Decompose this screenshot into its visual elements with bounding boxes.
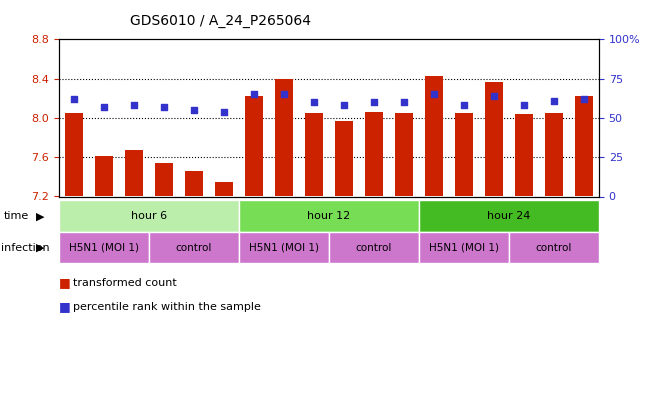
Point <box>158 104 169 110</box>
Text: H5N1 (MOI 1): H5N1 (MOI 1) <box>68 242 139 253</box>
Point <box>579 96 589 102</box>
Text: H5N1 (MOI 1): H5N1 (MOI 1) <box>249 242 319 253</box>
Text: hour 24: hour 24 <box>487 211 531 221</box>
Text: control: control <box>536 242 572 253</box>
Bar <box>185 171 202 196</box>
Point <box>458 102 469 108</box>
Bar <box>245 96 263 196</box>
Point <box>128 102 139 108</box>
Point <box>368 99 379 105</box>
Text: ▶: ▶ <box>36 242 44 253</box>
Point <box>219 108 229 115</box>
Point <box>549 97 559 104</box>
Point <box>398 99 409 105</box>
Bar <box>425 75 443 196</box>
Point <box>279 91 289 97</box>
Text: time: time <box>3 211 29 221</box>
Point <box>428 91 439 97</box>
Bar <box>575 96 593 196</box>
Text: H5N1 (MOI 1): H5N1 (MOI 1) <box>429 242 499 253</box>
Bar <box>515 114 533 196</box>
Bar <box>64 113 83 196</box>
Point <box>189 107 199 113</box>
Bar <box>215 182 232 196</box>
Point <box>68 96 79 102</box>
Bar <box>305 113 323 196</box>
Point <box>339 102 349 108</box>
Text: ■: ■ <box>59 300 70 313</box>
Bar <box>455 113 473 196</box>
Bar <box>275 79 293 196</box>
Bar <box>545 113 563 196</box>
Point <box>489 93 499 99</box>
Point <box>309 99 319 105</box>
Text: transformed count: transformed count <box>73 278 176 288</box>
Text: control: control <box>176 242 212 253</box>
Bar <box>124 150 143 196</box>
Text: hour 12: hour 12 <box>307 211 350 221</box>
Text: control: control <box>355 242 392 253</box>
Point <box>249 91 259 97</box>
Text: infection: infection <box>1 242 50 253</box>
Bar <box>335 121 353 196</box>
Bar <box>395 113 413 196</box>
Point <box>519 102 529 108</box>
Text: ▶: ▶ <box>36 211 44 221</box>
Text: percentile rank within the sample: percentile rank within the sample <box>73 301 261 312</box>
Bar <box>155 163 173 196</box>
Text: ■: ■ <box>59 276 70 290</box>
Text: hour 6: hour 6 <box>131 211 167 221</box>
Point <box>98 104 109 110</box>
Bar <box>365 112 383 196</box>
Bar <box>485 82 503 196</box>
Bar <box>94 156 113 196</box>
Text: GDS6010 / A_24_P265064: GDS6010 / A_24_P265064 <box>130 13 311 28</box>
